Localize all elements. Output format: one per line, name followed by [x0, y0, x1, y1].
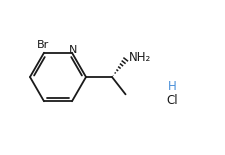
Text: Br: Br — [37, 40, 49, 50]
Text: H: H — [168, 80, 176, 93]
Text: Cl: Cl — [166, 93, 178, 106]
Text: N: N — [69, 45, 77, 55]
Text: NH₂: NH₂ — [129, 51, 151, 64]
